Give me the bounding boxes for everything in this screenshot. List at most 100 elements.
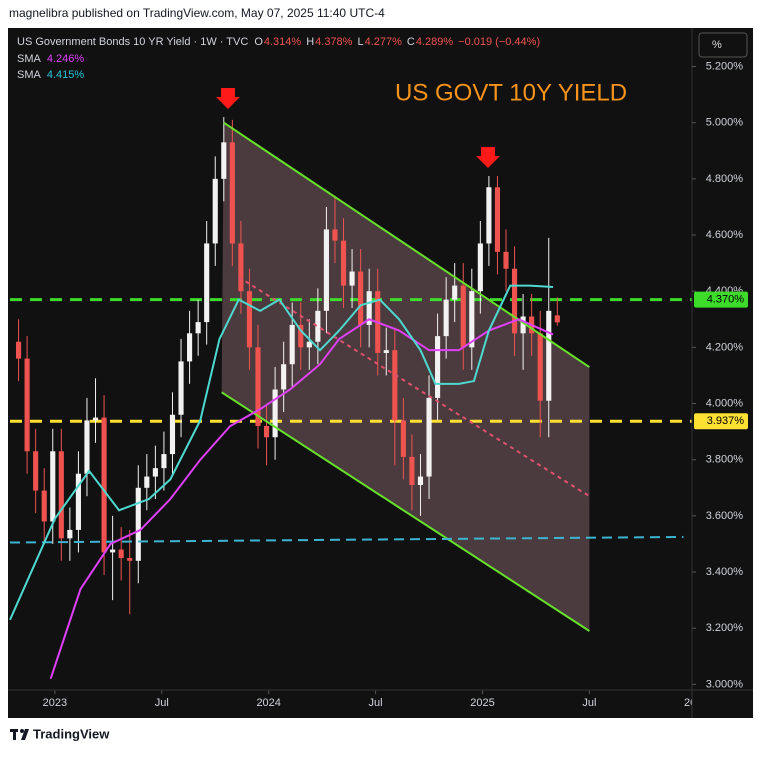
indicator-name: SMA: [17, 69, 42, 81]
ohlc-value: 4.314%: [264, 36, 302, 48]
ohlc-key: H: [306, 36, 314, 48]
y-axis: 3.000% 3.200% 3.400% 3.600% 3.800% 4.000% 4.20…: [692, 60, 748, 690]
candle-body: [366, 291, 372, 325]
candle-body: [144, 476, 150, 488]
candle-body: [460, 285, 466, 348]
candle-body: [221, 142, 227, 179]
y-tick-label: 3.600%: [706, 510, 744, 522]
x-tick-label: Jul: [369, 697, 383, 709]
indicator-value: 4.246%: [47, 53, 85, 65]
candle-body: [24, 358, 30, 452]
y-tick-label: 4.000%: [706, 397, 744, 409]
ohlc-value: 4.289%: [416, 36, 454, 48]
scale-button-label[interactable]: %: [712, 39, 722, 51]
symbol: US Government Bonds 10 YR Yield · 1W · T…: [17, 36, 248, 48]
candle-body: [50, 451, 56, 522]
ohlc-key: O: [254, 36, 263, 48]
candle-body: [332, 229, 338, 241]
candle-body: [349, 271, 355, 286]
candle-body: [340, 240, 347, 286]
candle-body: [41, 490, 47, 522]
candle-body: [84, 420, 90, 474]
x-tick-label: 2026: [684, 697, 708, 709]
candle-body: [426, 397, 432, 477]
chart-panel: [8, 28, 753, 718]
candle-body: [212, 178, 218, 244]
candle-body: [272, 389, 278, 438]
arrow: [476, 147, 500, 168]
y-tick-label: 4.800%: [706, 173, 744, 185]
candle-body: [238, 243, 244, 292]
candle-body: [92, 417, 99, 421]
brand: TradingView: [33, 726, 110, 741]
candle-body: [246, 291, 253, 348]
x-tick-label: Jul: [155, 697, 169, 709]
candle-body: [477, 243, 483, 292]
ohlc-key: L: [357, 36, 363, 48]
candle-body: [101, 417, 107, 553]
candle-body: [443, 299, 449, 337]
candle-body: [110, 549, 116, 553]
candle-body: [15, 341, 22, 359]
change: −0.019 (−0.44%): [458, 36, 540, 48]
candle-body: [195, 322, 201, 334]
scale-button[interactable]: [698, 32, 748, 58]
candle-body: [400, 420, 406, 457]
trend-line: [238, 276, 590, 498]
candle-body: [298, 324, 304, 348]
indicator-value: 4.415%: [47, 69, 85, 81]
x-axis: 2023 Jul 2024 Jul 2025 Jul 2026: [43, 690, 708, 709]
price-tag-label: 3.937%: [707, 415, 745, 427]
y-tick-label: 4.600%: [706, 229, 744, 241]
candle-body: [392, 350, 398, 421]
candle-body: [169, 414, 176, 455]
y-tick-label: 3.200%: [706, 622, 744, 634]
candle-body: [118, 549, 124, 558]
candle-body: [306, 341, 312, 348]
x-tick-label: 2023: [43, 697, 67, 709]
x-tick-label: Jul: [582, 697, 596, 709]
candle-body: [494, 187, 501, 252]
y-tick-label: 3.400%: [706, 566, 744, 578]
x-tick-label: 2024: [256, 697, 280, 709]
candle-body: [255, 347, 261, 426]
candle-body: [187, 333, 193, 362]
candle-body: [452, 285, 458, 300]
annotation: US GOVT 10Y YIELD: [395, 79, 627, 106]
candle-body: [127, 558, 133, 561]
plot-area: US GOVT 10Y YIELD: [9, 79, 692, 680]
candle-body: [67, 529, 73, 539]
candle-body: [417, 476, 424, 485]
candle-body: [537, 333, 543, 401]
y-tick-label: 5.200%: [706, 60, 744, 72]
candle-body: [323, 229, 329, 311]
ohlc-value: 4.277%: [365, 36, 403, 48]
brand-logo: [10, 729, 29, 740]
candle-body: [204, 243, 210, 323]
candle-body: [58, 451, 64, 539]
x-tick-label: 2025: [470, 697, 494, 709]
publisher: magnelibra published on TradingView.com,…: [9, 6, 385, 20]
y-tick-label: 4.200%: [706, 341, 744, 353]
price-tag-label: 4.370%: [707, 294, 745, 306]
candle-body: [511, 268, 518, 334]
candle-body: [546, 310, 552, 401]
candle-body: [520, 316, 526, 334]
candle-body: [75, 473, 81, 530]
candle-body: [358, 271, 364, 325]
candle-body: [263, 426, 270, 438]
sma-line: [9, 284, 554, 621]
arrow: [216, 88, 240, 109]
candle-body: [409, 456, 415, 485]
candle-body: [315, 310, 321, 342]
indicator-name: SMA: [17, 53, 42, 65]
candle-body: [178, 361, 184, 415]
y-tick-label: 3.800%: [706, 454, 744, 466]
candle-body: [152, 468, 158, 477]
candle-body: [229, 142, 235, 244]
candle-body: [503, 251, 509, 269]
price-tag: [694, 291, 748, 308]
candle-body: [469, 291, 475, 348]
